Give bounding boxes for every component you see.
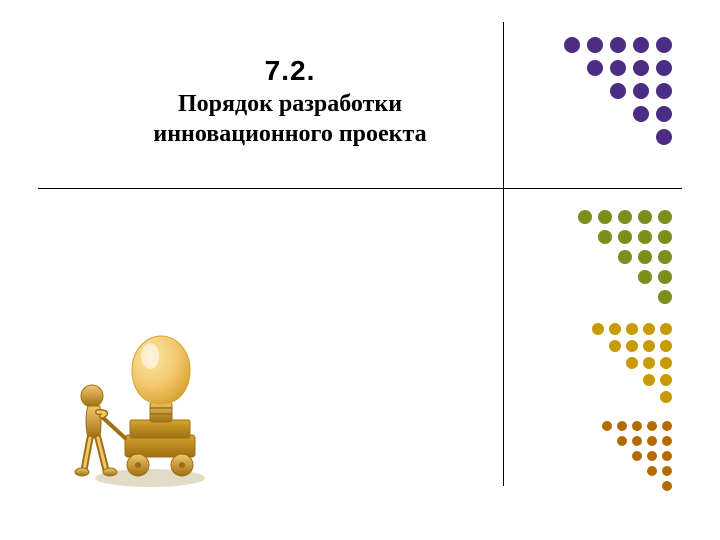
dot [633, 106, 649, 122]
dot [564, 37, 580, 53]
dot [658, 230, 672, 244]
dot [618, 230, 632, 244]
dot-grid [564, 33, 672, 148]
dot [638, 210, 652, 224]
lightbulb-cart-illustration [70, 320, 215, 490]
dot [660, 357, 672, 369]
dot [598, 230, 612, 244]
dot [660, 340, 672, 352]
illustration-svg [70, 320, 215, 490]
dot [610, 83, 626, 99]
dot-row [592, 320, 672, 337]
dot [660, 391, 672, 403]
dot [626, 357, 638, 369]
dot [610, 60, 626, 76]
heading-line-1: Порядок разработки [178, 91, 402, 117]
dot [662, 481, 672, 491]
dot-row [602, 433, 672, 448]
dot [598, 210, 612, 224]
dot-row [602, 463, 672, 478]
dot [656, 129, 672, 145]
dot [643, 357, 655, 369]
dot [609, 340, 621, 352]
dot [609, 323, 621, 335]
dot [656, 83, 672, 99]
dot-row [592, 388, 672, 405]
dot [632, 421, 642, 431]
dot-row [578, 227, 672, 247]
dot [656, 60, 672, 76]
dot [658, 210, 672, 224]
dot [638, 250, 652, 264]
dot [658, 270, 672, 284]
dot [587, 37, 603, 53]
dot-grid [602, 418, 672, 493]
dot [647, 466, 657, 476]
dot [638, 230, 652, 244]
dot [638, 270, 652, 284]
horizontal-rule [38, 188, 682, 189]
dot [617, 436, 627, 446]
dot-row [578, 287, 672, 307]
dot [662, 436, 672, 446]
dot [647, 436, 657, 446]
dot-row [564, 102, 672, 125]
dot-row [602, 478, 672, 493]
dot [647, 421, 657, 431]
dot [643, 374, 655, 386]
dot [578, 210, 592, 224]
section-number: 7.2. [130, 55, 450, 87]
dot-row [578, 207, 672, 227]
slide-heading: Порядок разработки инновационного проект… [130, 89, 450, 149]
dot-row [602, 418, 672, 433]
dot-row [578, 267, 672, 287]
dot [656, 106, 672, 122]
dot [660, 323, 672, 335]
dot-row [564, 33, 672, 56]
dot [643, 323, 655, 335]
dot [643, 340, 655, 352]
title-block: 7.2. Порядок разработки инновационного п… [130, 55, 450, 149]
dot [633, 37, 649, 53]
dot-row [564, 56, 672, 79]
dot [626, 323, 638, 335]
dot [610, 37, 626, 53]
dot-row [592, 337, 672, 354]
heading-line-2: инновационного проекта [153, 121, 426, 147]
slide: 7.2. Порядок разработки инновационного п… [0, 0, 720, 540]
dot [658, 290, 672, 304]
dot [658, 250, 672, 264]
dot [587, 60, 603, 76]
vertical-rule [503, 22, 504, 486]
dot [618, 210, 632, 224]
dot [660, 374, 672, 386]
dot [632, 451, 642, 461]
dot-grid [578, 207, 672, 307]
dot-row [578, 247, 672, 267]
dot [656, 37, 672, 53]
dot [602, 421, 612, 431]
dot [647, 451, 657, 461]
dot [633, 83, 649, 99]
dot-row [592, 371, 672, 388]
dot-row [592, 354, 672, 371]
dot-row [602, 448, 672, 463]
dot [662, 421, 672, 431]
dot [633, 60, 649, 76]
dot [626, 340, 638, 352]
dot [617, 421, 627, 431]
dot [632, 436, 642, 446]
dot-row [564, 125, 672, 148]
dot [618, 250, 632, 264]
dot [592, 323, 604, 335]
dot-grid [592, 320, 672, 405]
dot-row [564, 79, 672, 102]
dot [662, 451, 672, 461]
dot [662, 466, 672, 476]
